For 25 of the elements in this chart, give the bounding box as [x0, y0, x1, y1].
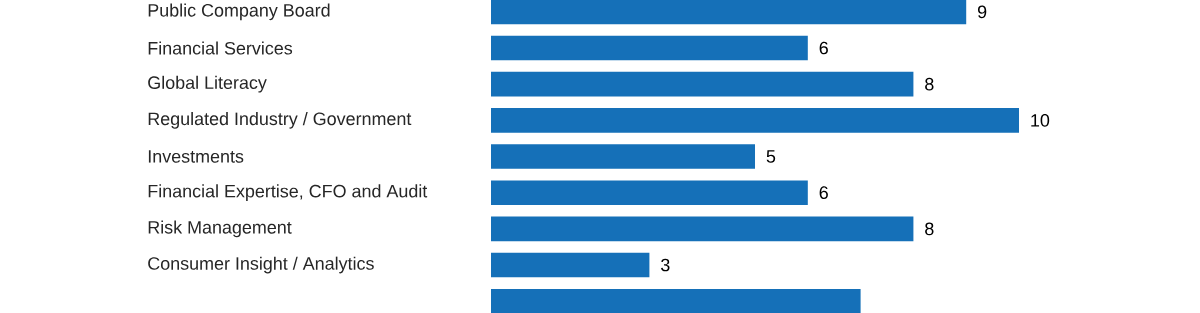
- data-label: 8: [925, 222, 934, 236]
- data-label: 10: [1031, 113, 1050, 127]
- bar: [491, 288, 861, 313]
- y-tick-label: Regulated Industry / Government: [148, 111, 412, 129]
- bar: [491, 180, 808, 205]
- data-label: 6: [819, 41, 828, 55]
- y-tick-label: Financial Services: [148, 41, 293, 55]
- data-label: 5: [766, 150, 776, 163]
- data-label: 8: [925, 77, 934, 91]
- bar: [491, 216, 914, 242]
- y-tick-label: Global Literacy: [148, 75, 267, 93]
- bar: [491, 71, 914, 97]
- y-tick-label: Consumer Insight / Analytics: [148, 256, 374, 274]
- data-label: 9: [977, 5, 987, 19]
- bar: [491, 252, 650, 278]
- y-tick-label: Risk Management: [148, 220, 292, 238]
- bar: [491, 35, 808, 61]
- y-tick-label: Financial Expertise, CFO and Audit: [148, 184, 428, 202]
- bar: [491, 108, 1020, 133]
- data-label: 3: [661, 258, 670, 272]
- y-tick-label: Public Company Board: [148, 3, 330, 21]
- y-tick-label: Investments: [148, 150, 244, 163]
- bar: [491, 144, 756, 169]
- bar: [491, 0, 967, 25]
- data-label: 6: [819, 186, 828, 200]
